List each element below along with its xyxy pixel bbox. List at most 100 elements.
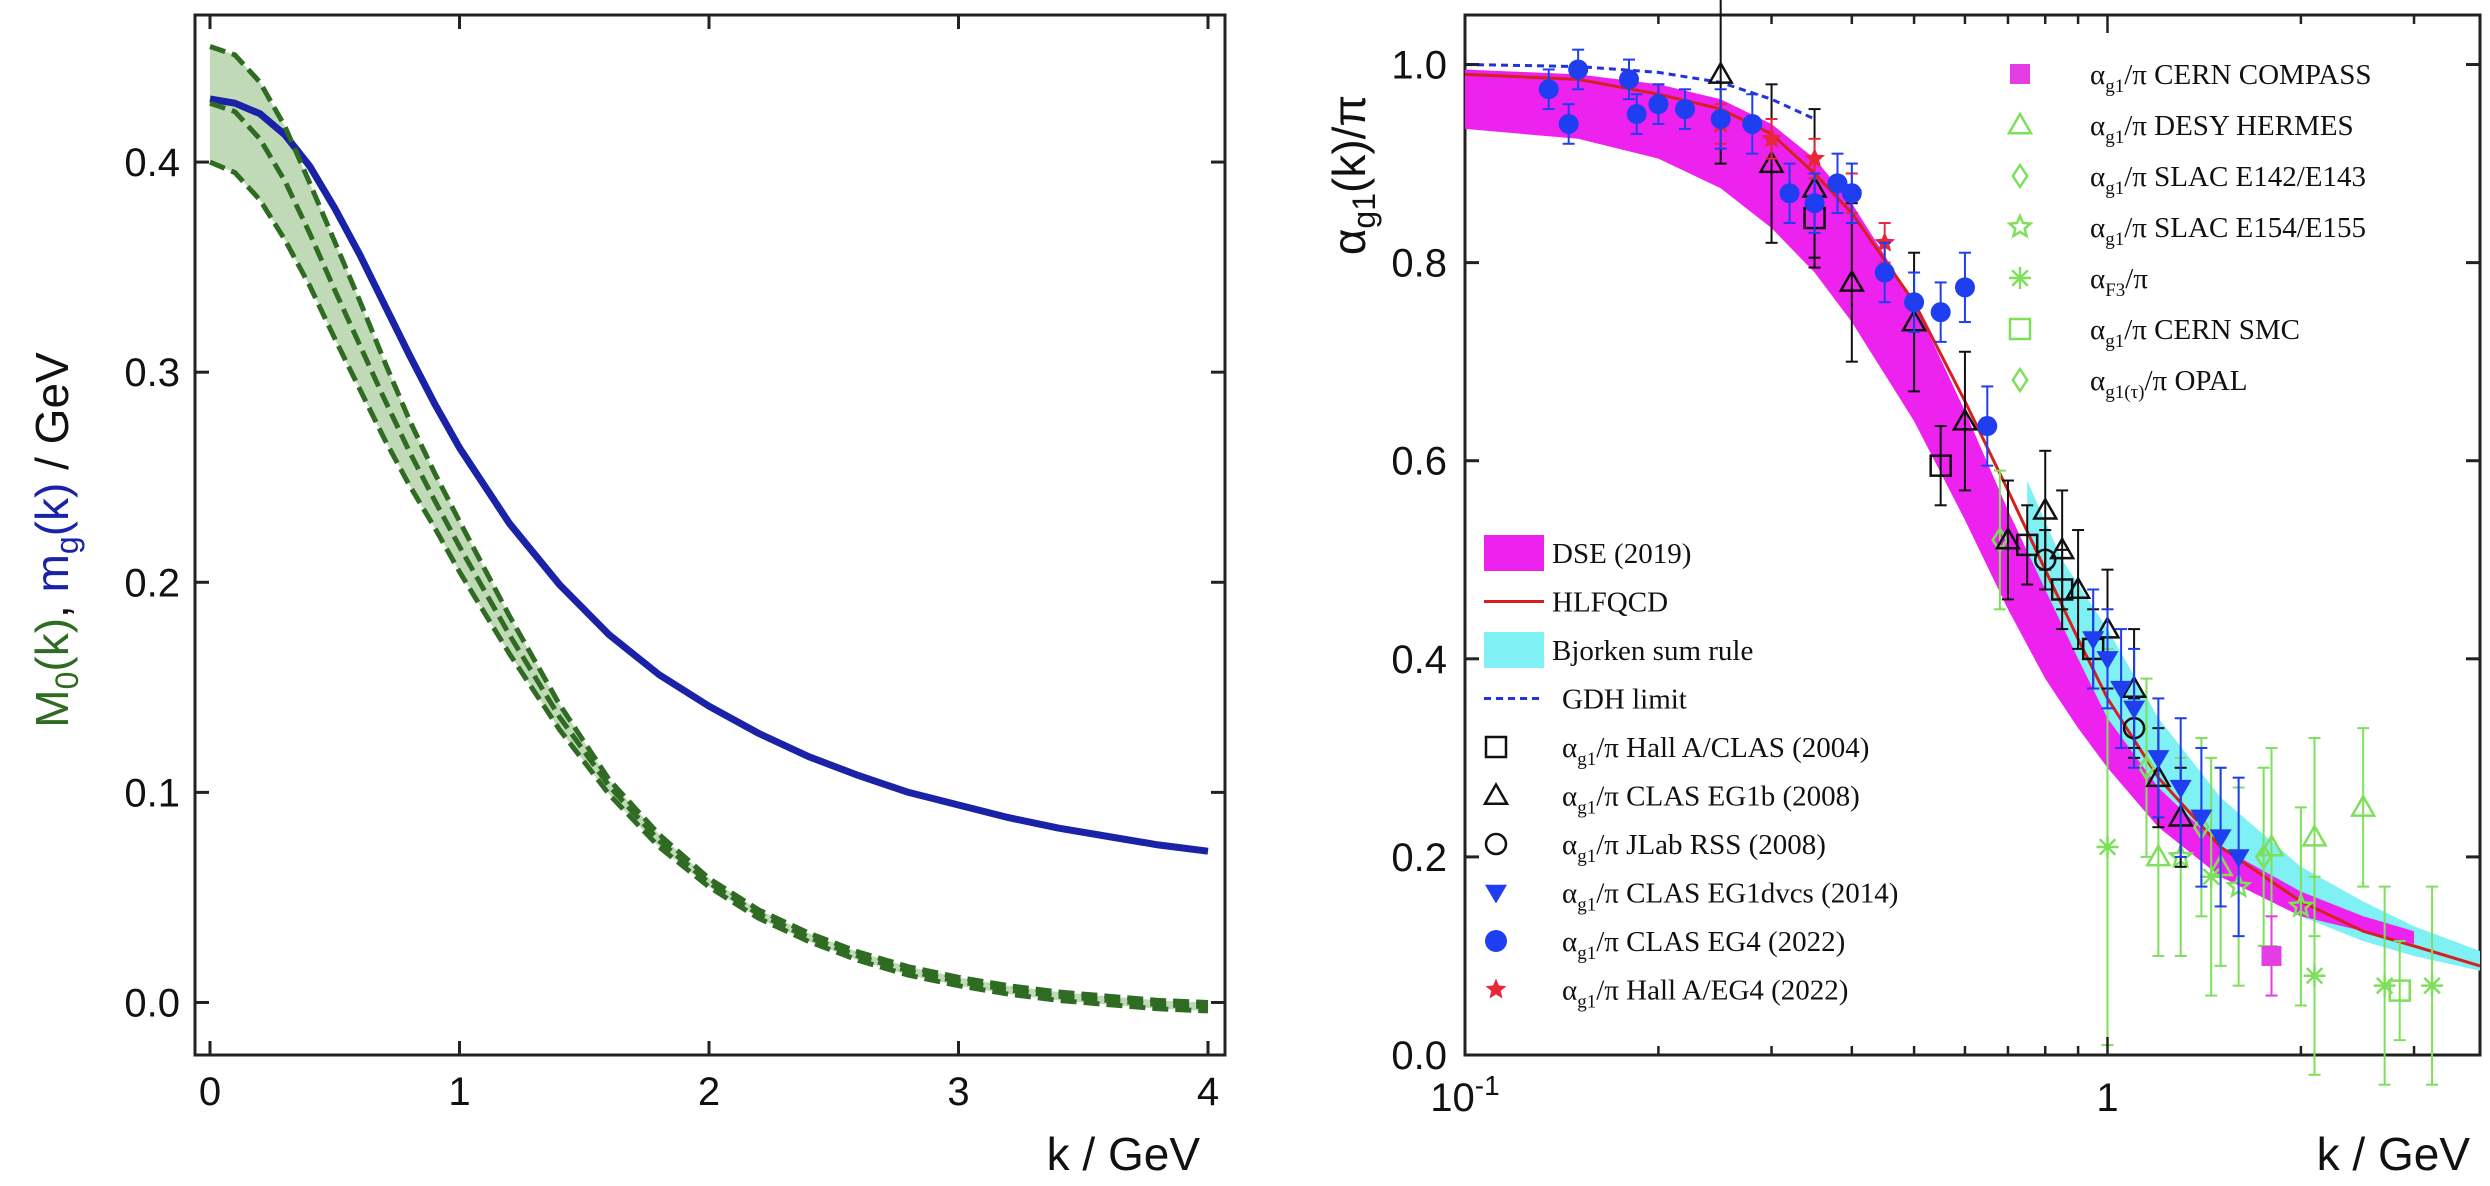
hallaeg4-point-shape	[1804, 147, 1825, 168]
y-label-mg-sub: g	[49, 536, 85, 554]
eg4-point-shape	[1827, 173, 1848, 194]
e142-point	[2137, 754, 2156, 782]
right-x-axis-label: k / GeV	[2317, 1128, 2471, 1180]
eg1dvcs-point	[2190, 809, 2213, 829]
hermes-point	[2350, 793, 2377, 817]
eg4-point-shape	[1626, 104, 1647, 125]
compass-point	[2261, 945, 2282, 966]
left-series-lines	[209, 44, 1209, 1014]
legend-alpha: α	[1562, 975, 1577, 1007]
e142-point-shape	[2137, 754, 2156, 782]
halla-point	[1929, 454, 1952, 477]
eg1b-legend-marker-shape	[1482, 781, 1510, 805]
smc-legend-marker	[2008, 317, 2032, 341]
eg1dvcs-point-shape	[2227, 849, 2250, 868]
eg1dvcs-point	[2082, 631, 2105, 650]
f3-point	[2303, 964, 2326, 987]
dse-legend-swatch	[1484, 535, 1544, 571]
eg1dvcs-point	[2169, 779, 2192, 799]
compass-point-shape	[2261, 945, 2282, 966]
legend-alpha-sub: g1	[2105, 178, 2124, 199]
halla-point	[2050, 578, 2074, 601]
hermes-point	[2258, 833, 2285, 857]
eg4-point	[1779, 183, 1800, 204]
e142-legend-marker	[2011, 162, 2029, 190]
y-tick-label: 0.0	[124, 981, 180, 1025]
legend-rest: /π Hall A/EG4 (2022)	[1596, 975, 1848, 1007]
legend-rest: /π DESY HERMES	[2124, 110, 2353, 142]
smc-point	[2388, 979, 2411, 1002]
legend-alpha-sub: g1	[2105, 331, 2124, 352]
rss-point-shape	[2033, 548, 2057, 572]
halla-point-shape	[2050, 578, 2074, 601]
eg4-point-shape	[1779, 183, 1800, 204]
legend-alpha-sub: g1	[1577, 846, 1596, 867]
x-tick-label: 4	[1197, 1070, 1219, 1114]
legend-alpha-sub: g1(τ)	[2105, 382, 2144, 403]
hermes-point	[2301, 823, 2328, 847]
eg4-point	[1977, 416, 1998, 437]
legend-rest: /π CLAS EG1b (2008)	[1596, 781, 1860, 813]
right-theory-bands	[1465, 69, 2480, 971]
y-label-m0-arg: (k)	[26, 618, 78, 672]
eg4-point	[1930, 302, 1951, 323]
eg1b-point	[1707, 60, 1734, 84]
legend-alpha: α	[1562, 732, 1577, 764]
hallaeg4-point	[1874, 231, 1896, 252]
opal-legend-marker	[2011, 366, 2029, 394]
smc-point-shape	[2388, 979, 2411, 1002]
legend-alpha: α	[2090, 110, 2105, 142]
eg1b-point	[1838, 268, 1865, 292]
hermes-legend-marker	[2006, 111, 2034, 135]
eg4-legend-marker	[1485, 930, 1507, 952]
left-y-axis-label: M0(k), mg(k) / GeV	[26, 352, 85, 728]
f3-legend-label: αF3/π	[2090, 263, 2148, 301]
eg1dvcs-point-shape	[2123, 700, 2146, 720]
eg4-point-shape	[1804, 193, 1825, 214]
legend-alpha: α	[2090, 59, 2105, 91]
m0-curve-3	[209, 159, 1209, 1014]
legend-alpha: α	[2090, 263, 2105, 295]
x-tick-label: 1	[2096, 1076, 2118, 1120]
compass-legend-marker	[2010, 64, 2030, 84]
eg1b-point-shape	[1951, 407, 1979, 431]
y-tick-label: 0.2	[1391, 836, 1447, 880]
y-label-m0: M	[26, 689, 78, 727]
eg4-point-shape	[1930, 302, 1951, 323]
eg1b-point	[1994, 526, 2022, 550]
f3-point-ray	[2305, 967, 2324, 985]
eg4-point	[1874, 262, 1895, 283]
f3-point	[2200, 865, 2223, 888]
halla-legend-marker	[1484, 735, 1508, 759]
right-plot-frame	[1463, 13, 2482, 1057]
legend-alpha: α	[2090, 365, 2105, 397]
eg4-point-shape	[1742, 113, 1763, 134]
hermes-point-shape	[2350, 793, 2377, 817]
hallaeg4-legend-marker-shape	[1485, 978, 1507, 999]
eg1dvcs-point	[2209, 829, 2232, 849]
eg1b-point-shape	[1994, 526, 2022, 550]
legend-alpha-sub: g1	[2105, 229, 2124, 250]
eg4-point	[1648, 94, 1669, 115]
eg4-point-shape	[1841, 183, 1862, 204]
legend-rest: /π OPAL	[2145, 365, 2248, 397]
eg1dvcs-point	[2123, 700, 2146, 720]
halla-point	[2015, 533, 2039, 557]
eg4-legend-label: αg1/π CLAS EG4 (2022)	[1562, 926, 1845, 964]
legend-rest: /π	[2125, 263, 2148, 295]
opal-legend-marker-shape	[2011, 366, 2029, 394]
y-label-sep: ,	[26, 592, 78, 618]
compass-legend-label: αg1/π CERN COMPASS	[2090, 59, 2371, 97]
legend-alpha-sub: g1	[1577, 798, 1596, 819]
y-tick-label: 0.1	[124, 771, 180, 815]
legend-alpha: α	[2090, 314, 2105, 346]
legend-alpha-sub: g1	[1577, 992, 1596, 1013]
hermes-point-shape	[2301, 823, 2328, 847]
rss-legend-marker-shape	[1484, 832, 1508, 856]
eg4-point	[1558, 113, 1579, 134]
dse-legend-label: DSE (2019)	[1552, 538, 1691, 570]
eg4-point	[1538, 79, 1559, 100]
right-axis-ticks: 0.0 0.2 0.4 0.6 0.8 1.0 10-1 1	[1391, 15, 2480, 1120]
